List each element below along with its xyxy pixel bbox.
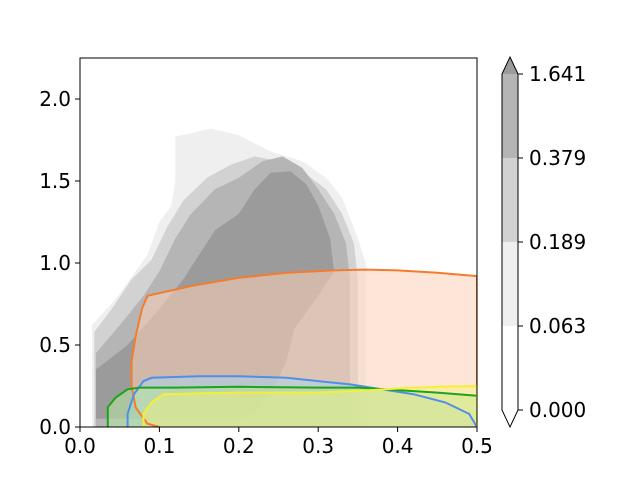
x-tick-label: 0.2 bbox=[223, 434, 255, 458]
colorbar-tick-label: 1.641 bbox=[529, 62, 586, 86]
y-tick-label: 0.5 bbox=[39, 333, 71, 357]
y-tick-label: 2.0 bbox=[39, 87, 71, 111]
colorbar-band-1 bbox=[502, 242, 518, 326]
y-tick-label: 1.0 bbox=[39, 251, 71, 275]
plot-frame bbox=[79, 57, 478, 428]
y-tick-label: 0.0 bbox=[39, 415, 71, 439]
colorbar-lower-extend bbox=[502, 410, 518, 427]
x-axis: 0.0 0.1 0.2 0.3 0.4 0.5 bbox=[64, 427, 493, 458]
colorbar: 0.000 0.063 0.189 0.379 1.641 bbox=[501, 55, 586, 429]
colorbar-tick-label: 0.189 bbox=[529, 230, 586, 254]
colorbar-band-3 bbox=[502, 74, 518, 158]
x-tick-label: 0.5 bbox=[461, 434, 493, 458]
region-outline-2 bbox=[106, 385, 477, 427]
region-outline-1 bbox=[126, 375, 477, 427]
x-tick-label: 0.3 bbox=[302, 434, 334, 458]
y-axis: 0.0 0.5 1.0 1.5 2.0 bbox=[39, 87, 80, 439]
region-outline-0 bbox=[130, 268, 477, 427]
x-tick-label: 0.4 bbox=[382, 434, 414, 458]
region-fill-3 bbox=[143, 386, 477, 427]
y-tick-label: 1.5 bbox=[39, 169, 71, 193]
x-tick-label: 0.0 bbox=[64, 434, 96, 458]
region-overlays bbox=[106, 268, 477, 427]
colorbar-band-2 bbox=[502, 158, 518, 242]
colorbar-band-0 bbox=[502, 326, 518, 410]
x-tick-label: 0.1 bbox=[143, 434, 175, 458]
colorbar-tick-label: 0.063 bbox=[529, 314, 586, 338]
region-fill-2 bbox=[107, 386, 477, 427]
region-outline-3 bbox=[142, 384, 477, 427]
colorbar-tick-label: 0.379 bbox=[529, 146, 586, 170]
colorbar-upper-extend bbox=[502, 57, 518, 74]
colorbar-tick-label: 0.000 bbox=[529, 398, 586, 422]
